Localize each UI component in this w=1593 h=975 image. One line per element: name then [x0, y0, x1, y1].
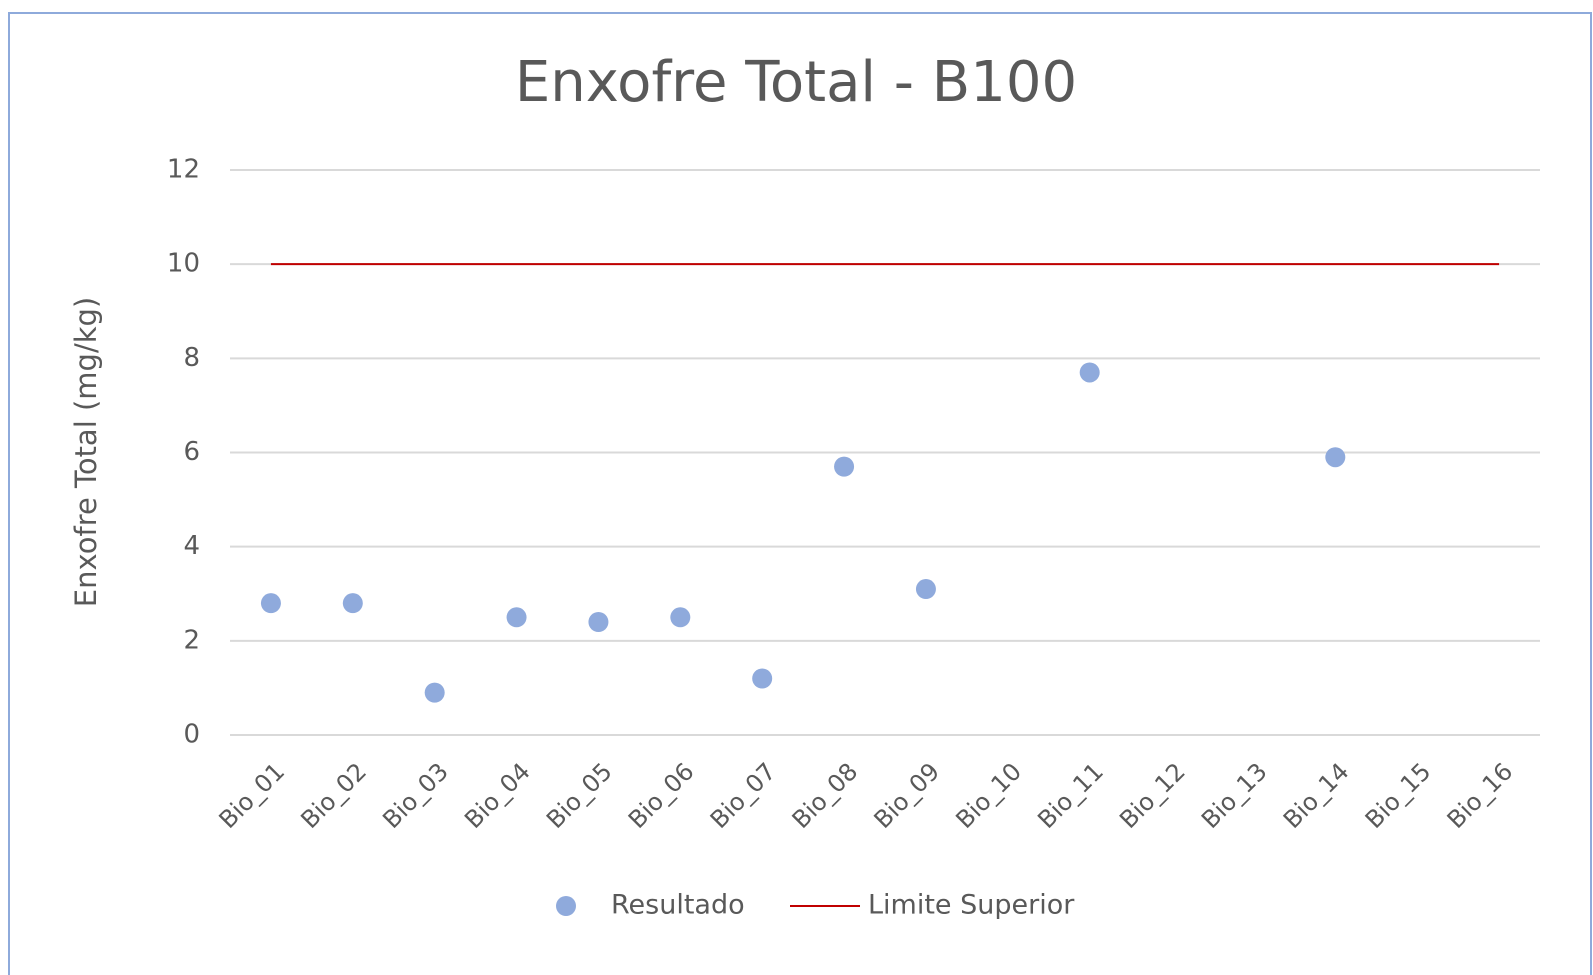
- data-point: [834, 456, 855, 477]
- chart-title: Enxofre Total - B100: [515, 50, 1077, 115]
- data-point: [1325, 447, 1346, 468]
- y-tick-label: 12: [167, 155, 200, 185]
- data-point: [915, 579, 936, 600]
- data-point: [1079, 362, 1100, 383]
- data-point: [260, 593, 281, 614]
- legend-label: Limite Superior: [868, 890, 1075, 921]
- legend-swatch: [556, 896, 576, 916]
- y-tick-label: 4: [183, 531, 200, 561]
- data-point: [424, 682, 445, 703]
- data-point: [670, 607, 691, 628]
- data-point: [342, 593, 363, 614]
- y-tick-label: 10: [167, 249, 200, 279]
- data-point: [588, 612, 609, 632]
- chart-frame: [8, 12, 1592, 975]
- data-point: [752, 668, 773, 689]
- y-tick-label: 8: [183, 343, 200, 373]
- y-tick-label: 6: [183, 437, 200, 467]
- y-axis-title: Enxofre Total (mg/kg): [69, 297, 103, 607]
- y-tick-label: 0: [183, 720, 200, 750]
- data-point: [506, 607, 527, 628]
- y-tick-label: 2: [183, 625, 200, 655]
- legend-label: Resultado: [611, 890, 745, 921]
